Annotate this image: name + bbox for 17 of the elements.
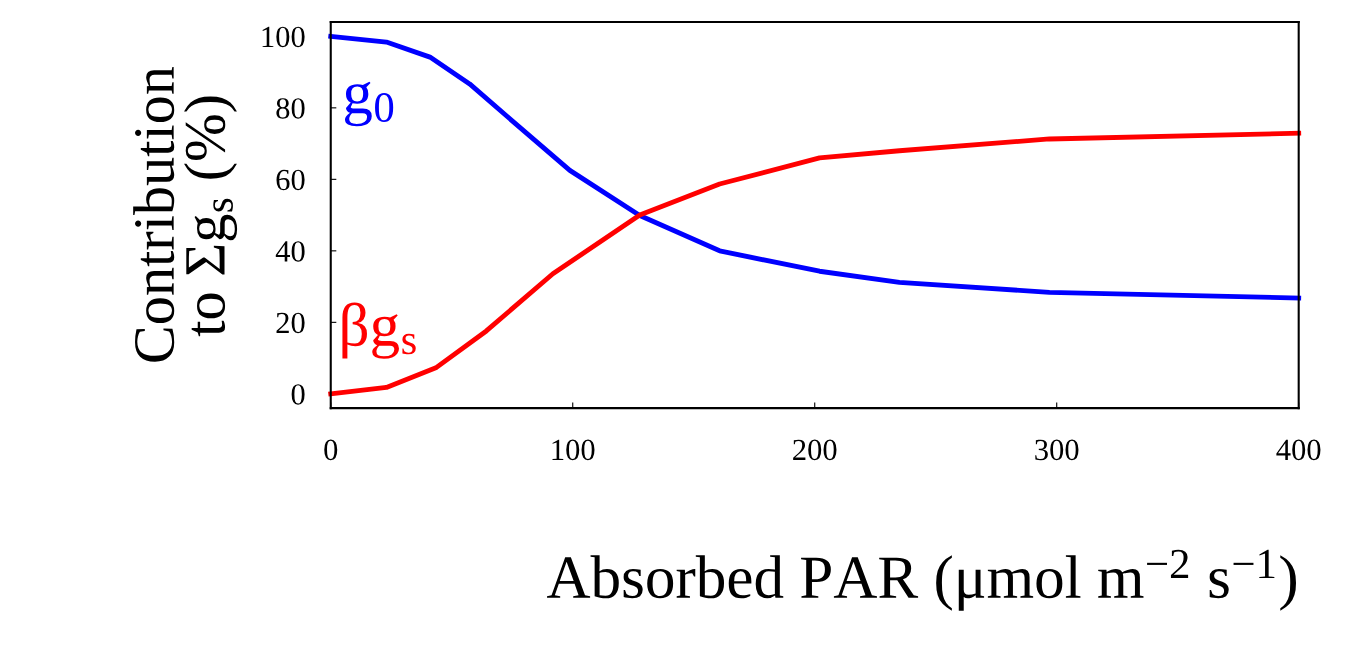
x-tick-label: 100 [552,439,595,461]
line-series [328,130,1302,397]
series-label: βg$_{s}$ [342,302,416,359]
y-axis-title: Contribution to Σg$_{s}$ (%) [133,66,238,362]
y-tick-label: 0 [291,384,305,405]
y-tick-label: 60 [276,169,305,191]
x-tick-label: 0 [324,439,338,461]
line-series [328,33,1302,301]
y-tick-label: 80 [276,98,305,119]
series-label: g$_{0}$ [344,81,394,127]
x-tick-label: 300 [1035,439,1079,461]
y-tick-label: 100 [262,26,305,48]
x-tick-label: 400 [1276,439,1321,461]
x-tick-label: 200 [793,439,837,461]
y-tick-label: 40 [275,241,305,262]
y-tick-label: 20 [276,312,305,334]
x-axis-title: Absorbed PAR (μmol m$^{−2}$ s$^{−1}$) [547,549,1296,611]
